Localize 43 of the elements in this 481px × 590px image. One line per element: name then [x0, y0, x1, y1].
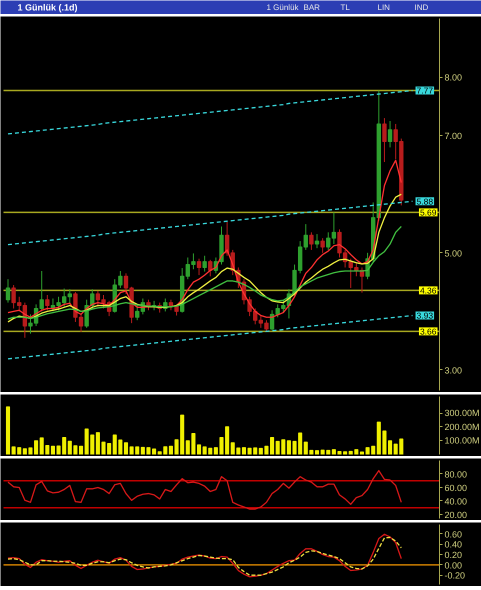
data-label: 7.77 [416, 86, 434, 96]
candlestick [202, 255, 207, 272]
ref-line-label: 5.69 [420, 207, 437, 218]
candlestick [320, 238, 325, 254]
y-tick-label: 0.40 [444, 540, 462, 550]
y-tick-label: 0.60 [444, 529, 462, 540]
y-tick-label: -0.20 [444, 570, 466, 581]
text: 1 Günlük [266, 3, 300, 12]
data-label: 3.93 [416, 310, 434, 321]
data-label: 5.88 [416, 196, 434, 206]
text: TL [340, 3, 350, 12]
y-tick-label: 60.00 [444, 482, 468, 493]
ref-line-label: 4.36 [420, 285, 437, 296]
candlestick [309, 232, 314, 250]
y-tick-label: 3.00 [444, 365, 462, 376]
line-series [7, 90, 414, 135]
y-tick-label: 40.00 [444, 496, 468, 506]
y-tick-label: 200.00M [444, 422, 480, 432]
chart-title: 1 Günlük (.1d) [18, 2, 78, 12]
candlestick [208, 259, 212, 277]
y-tick-label: 0.00 [444, 560, 462, 570]
candlestick [45, 294, 50, 311]
candlestick [196, 258, 202, 276]
y-tick-label: 80.00 [444, 469, 468, 480]
candlestick [388, 120, 392, 148]
candlestick [6, 278, 10, 304]
line-series [7, 314, 414, 360]
text: BAR [304, 3, 320, 12]
y-tick-label: 0.20 [444, 550, 462, 560]
candlestick [314, 234, 320, 249]
line-series [7, 470, 402, 510]
text: LIN [378, 3, 390, 12]
line-series [7, 200, 414, 246]
y-tick-label: 7.00 [444, 131, 462, 142]
y-tick-label: 5.00 [444, 248, 462, 258]
y-tick-label: 20.00 [444, 510, 468, 520]
ref-line-label: 3.66 [420, 326, 437, 336]
candlestick [382, 118, 387, 163]
candlestick [90, 288, 94, 309]
y-tick-label: 8.00 [444, 72, 462, 83]
text: IND [414, 3, 428, 12]
y-tick-label: 300.00M [444, 408, 480, 418]
y-tick-label: 100.00M [444, 436, 480, 446]
